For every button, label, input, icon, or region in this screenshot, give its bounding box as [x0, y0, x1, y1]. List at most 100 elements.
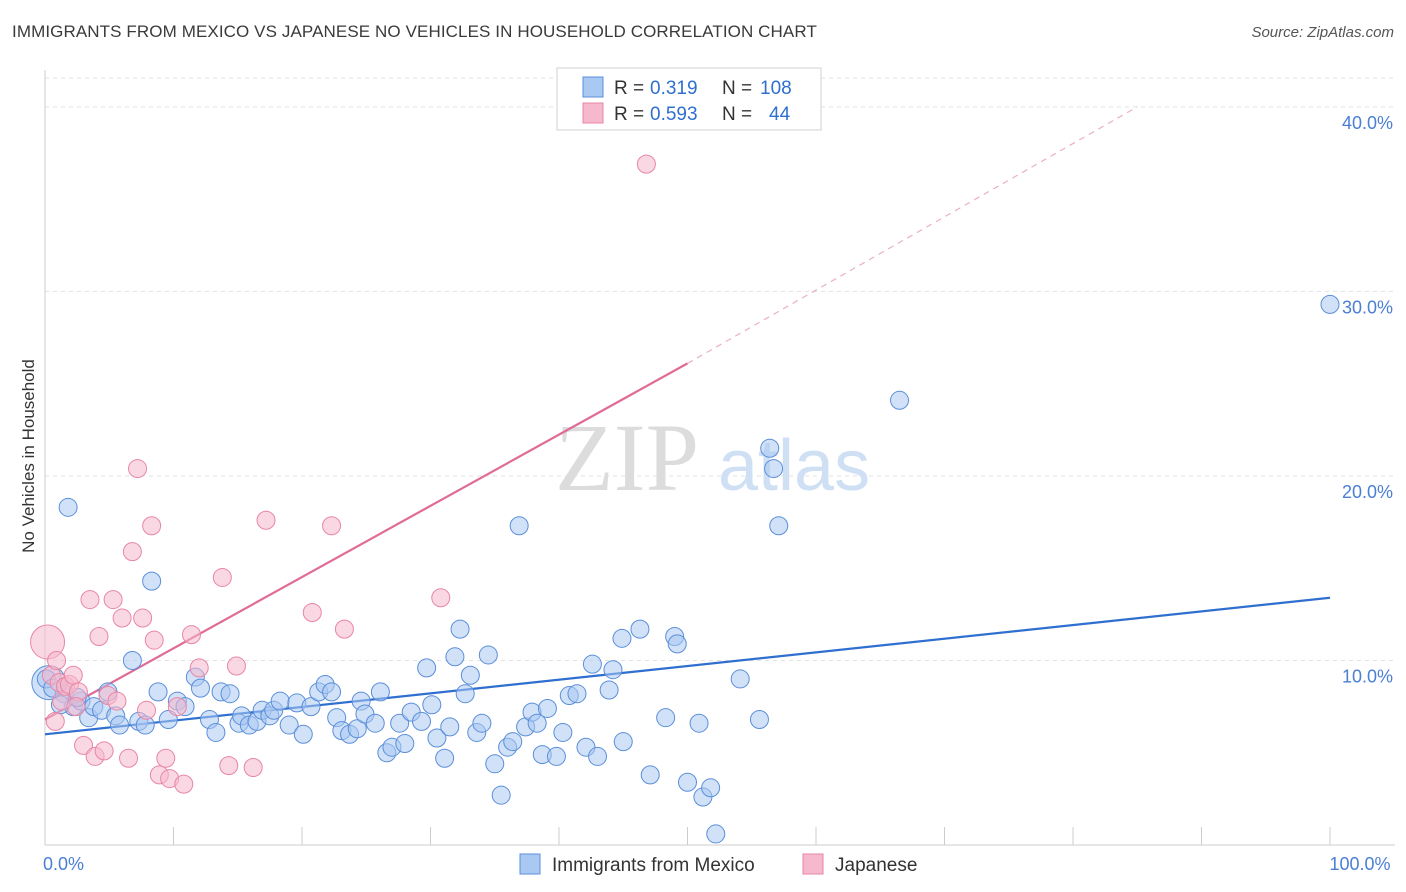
point-mexico-56	[427, 728, 447, 748]
tick-labels: 10.0% 20.0% 30.0% 40.0% 0.0% 100.0%	[43, 113, 1393, 874]
x-tick-label-0: 0.0%	[43, 854, 84, 874]
point-japanese-18	[119, 748, 139, 768]
point-japanese-37	[302, 603, 322, 622]
point-mexico-100	[764, 459, 784, 479]
point-mexico-54	[417, 658, 437, 678]
grid-lines	[45, 77, 1395, 661]
point-mexico-51	[395, 734, 415, 754]
point-mexico-15	[148, 682, 168, 702]
axes	[44, 70, 1395, 846]
point-mexico-77	[553, 722, 573, 742]
legend-swatch-mexico	[582, 76, 604, 98]
point-mexico-75	[537, 698, 557, 718]
bottom-legend-swatch-mexico	[519, 853, 541, 875]
point-mexico-84	[603, 660, 623, 680]
point-mexico-73	[527, 713, 547, 733]
point-mexico-24	[220, 684, 240, 704]
point-mexico-35	[293, 724, 313, 744]
point-japanese-41	[636, 154, 656, 174]
bottom-legend: Immigrants from Mexico Japanese	[519, 853, 917, 876]
point-japanese-36	[256, 510, 276, 530]
point-mexico-22	[206, 722, 226, 742]
legend-r-label-mexico: R =	[614, 78, 644, 99]
legend-r-value-japanese: 0.593	[650, 104, 698, 125]
point-japanese-9	[74, 735, 94, 755]
point-mexico-83	[599, 680, 619, 700]
legend-n-value-mexico: 108	[760, 78, 792, 99]
point-mexico-32	[270, 691, 290, 711]
point-japanese-13	[94, 741, 114, 761]
trend-line-extension-japanese	[687, 106, 1138, 364]
watermark: ZIP atlas	[555, 404, 870, 511]
point-japanese-12	[89, 626, 109, 646]
point-mexico-33	[279, 715, 299, 735]
legend-r-value-mexico: 0.319	[650, 78, 698, 99]
point-japanese-19	[122, 542, 142, 562]
point-mexico-95	[701, 778, 721, 798]
point-mexico-82	[588, 746, 608, 766]
scatter-points	[30, 154, 1340, 844]
point-mexico-46	[365, 713, 385, 733]
legend-swatch-japanese	[582, 102, 604, 124]
point-japanese-21	[133, 608, 153, 628]
point-mexico-66	[485, 754, 505, 774]
point-mexico-59	[445, 647, 465, 667]
point-japanese-7	[63, 665, 83, 685]
point-mexico-87	[630, 619, 650, 639]
point-japanese-24	[144, 630, 164, 650]
point-mexico-36	[301, 697, 321, 717]
point-mexico-57	[435, 748, 455, 768]
point-mexico-81	[582, 654, 602, 674]
point-japanese-39	[334, 619, 354, 639]
point-japanese-38	[322, 516, 342, 536]
bottom-legend-swatch-japanese	[802, 853, 824, 875]
y-tick-label-1: 20.0%	[1342, 482, 1393, 502]
point-mexico-47	[370, 682, 390, 702]
point-mexico-93	[689, 713, 709, 733]
point-mexico-97	[730, 669, 750, 689]
point-japanese-15	[103, 590, 123, 610]
point-mexico-14	[142, 571, 162, 591]
point-mexico-20	[190, 678, 210, 698]
point-japanese-29	[174, 774, 194, 794]
y-tick-label-2: 30.0%	[1342, 297, 1393, 317]
legend-n-label-japanese: N =	[722, 104, 752, 125]
point-japanese-2	[45, 711, 65, 731]
point-mexico-39	[322, 682, 342, 702]
point-mexico-85	[612, 628, 632, 648]
y-tick-label-3: 40.0%	[1342, 113, 1393, 133]
point-mexico-10	[110, 715, 130, 735]
point-mexico-43	[347, 719, 367, 739]
point-mexico-88	[640, 765, 660, 785]
legend-box: R = 0.319 N = 108 R = 0.593 N = 44	[556, 67, 822, 131]
point-mexico-55	[422, 695, 442, 715]
point-mexico-53	[412, 711, 432, 731]
y-axis-title: No Vehicles in Household	[19, 359, 38, 553]
legend-n-label-mexico: N =	[722, 78, 752, 99]
point-mexico-61	[455, 684, 475, 704]
point-mexico-50	[390, 713, 410, 733]
legend-n-value-japanese: 44	[769, 104, 791, 125]
point-mexico-1	[58, 497, 78, 517]
point-japanese-35	[243, 758, 263, 777]
bottom-legend-label-mexico: Immigrants from Mexico	[552, 855, 755, 876]
point-mexico-89	[656, 708, 676, 728]
source-label: Source: ZipAtlas.com	[1251, 24, 1394, 41]
point-japanese-31	[189, 658, 209, 678]
point-japanese-34	[226, 656, 246, 676]
point-mexico-99	[760, 438, 780, 458]
point-mexico-16	[158, 710, 178, 730]
point-japanese-20	[128, 459, 148, 479]
point-mexico-69	[503, 732, 523, 752]
point-mexico-11	[122, 650, 142, 670]
point-japanese-28	[167, 697, 187, 717]
point-mexico-65	[478, 645, 498, 665]
point-japanese-16	[107, 691, 127, 711]
point-mexico-101	[769, 516, 789, 536]
point-japanese-26	[156, 748, 176, 768]
trend-line-japanese	[44, 362, 689, 721]
watermark-zip: ZIP	[555, 404, 699, 511]
point-japanese-10	[80, 590, 100, 610]
point-mexico-92	[678, 772, 697, 792]
point-mexico-103	[1320, 294, 1340, 314]
